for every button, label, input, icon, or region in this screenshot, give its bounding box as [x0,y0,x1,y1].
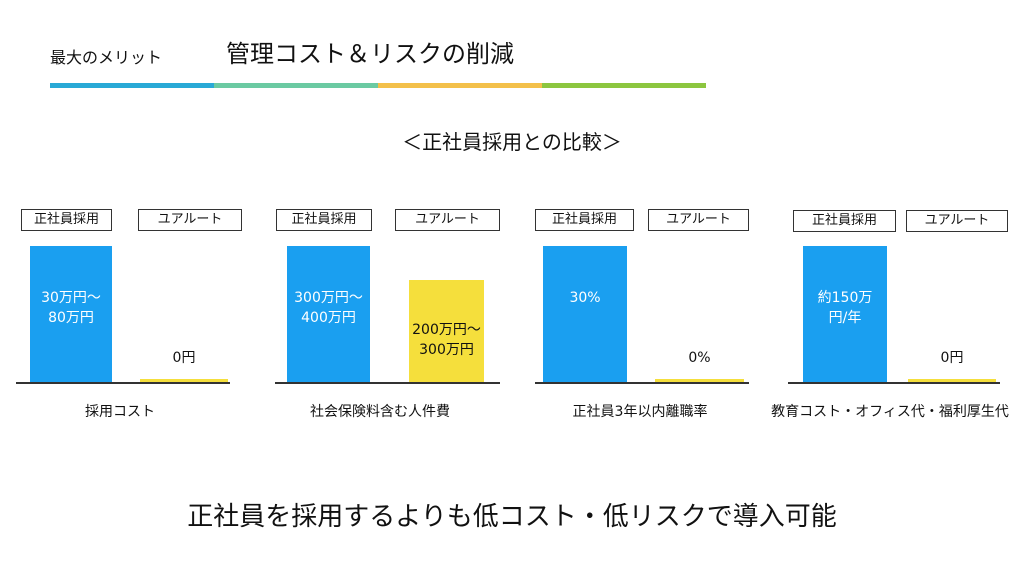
legend-yourroute: ユアルート [395,209,500,231]
legend-fulltime: 正社員採用 [535,209,634,231]
data-label: 200万円～ 300万円 [412,322,481,358]
legend-yourroute: ユアルート [138,209,242,231]
bar-fulltime [803,246,887,382]
category-label: 教育コスト・オフィス代・福利厚生代 [771,404,1009,420]
data-label: 300万円～ 400万円 [294,290,363,326]
data-label: 約150万 円/年 [817,290,873,326]
slide-title: 管理コスト＆リスクの削減 [226,40,514,68]
data-label: 0円 [172,350,196,366]
legend-yourroute: ユアルート [648,209,749,231]
category-label: 社会保険料含む人件費 [310,404,450,420]
data-label: 0円 [940,350,964,366]
chart-baseline [535,382,749,384]
bar-fulltime [543,246,627,382]
chart-baseline [788,382,1000,384]
category-label: 採用コスト [85,404,155,420]
comparison-subtitle: ＜正社員採用との比較＞ [402,130,622,154]
accent-segment [378,83,542,88]
accent-segment [50,83,214,88]
bar-fulltime [287,246,370,382]
bar-yourroute [140,379,228,382]
accent-strip [50,83,706,88]
accent-segment [542,83,706,88]
legend-fulltime: 正社員採用 [21,209,112,231]
accent-segment [214,83,378,88]
data-label: 30万円～ 80万円 [41,290,101,326]
legend-fulltime: 正社員採用 [276,209,372,231]
legend-fulltime: 正社員採用 [793,210,896,232]
data-label: 0% [688,350,711,366]
summary-text: 正社員を採用するよりも低コスト・低リスクで導入可能 [187,502,837,532]
legend-yourroute: ユアルート [906,210,1008,232]
bar-yourroute [655,379,744,382]
slide-tag: 最大のメリット [50,48,163,67]
bar-fulltime [30,246,112,382]
category-label: 正社員3年以内離職率 [572,404,708,420]
chart-baseline [275,382,500,384]
bar-yourroute [409,280,484,382]
chart-baseline [16,382,230,384]
bar-yourroute [908,379,996,382]
data-label: 30% [569,290,601,306]
